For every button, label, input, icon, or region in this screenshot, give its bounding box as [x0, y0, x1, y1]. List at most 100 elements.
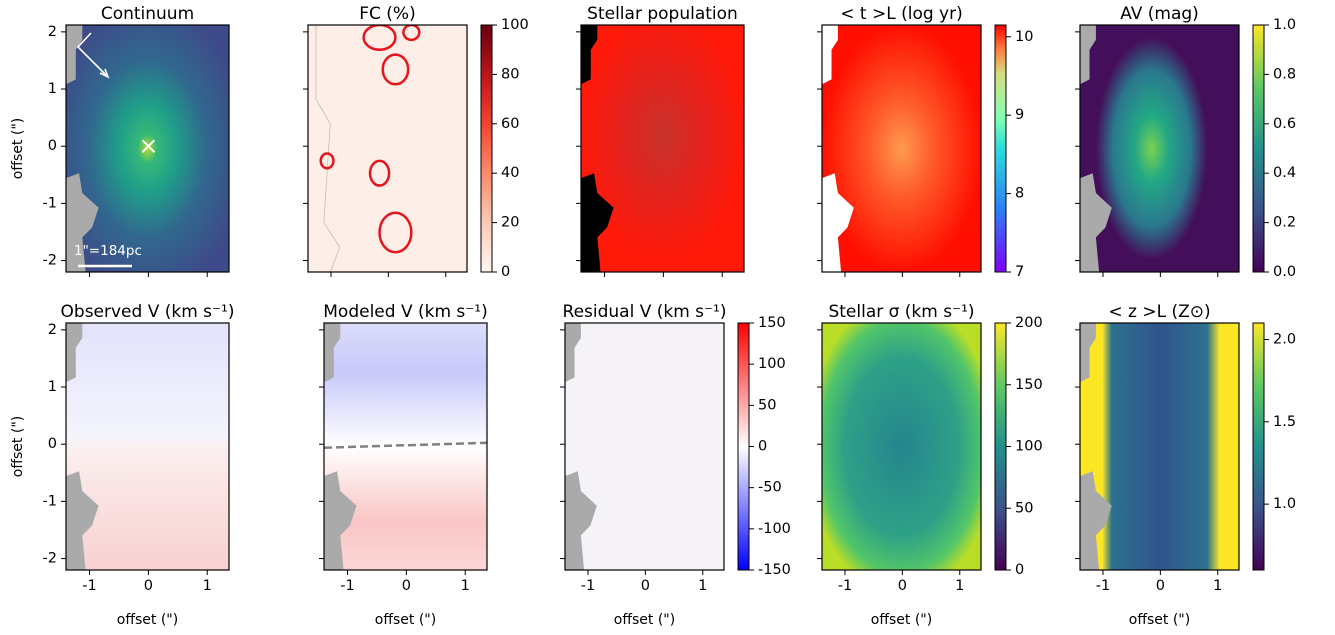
- panel-title: Observed V (km s⁻¹): [61, 302, 235, 322]
- colorbar-tick-label: 50: [1015, 500, 1033, 516]
- colorbar: [737, 322, 750, 571]
- axes-frame: [65, 24, 230, 273]
- map: [324, 323, 487, 570]
- panel: < t >L (log yr) 7 8 9 10: [817, 4, 1033, 280]
- masked-region: [1080, 25, 1096, 85]
- y-axis-label: offset ("): [10, 416, 26, 477]
- panel: -1 0 1 Stellar σ (km s⁻¹) offset (") 0 50 100 15…: [817, 302, 1043, 628]
- colorbar-tick-label: 150: [758, 315, 786, 331]
- panel-title: Stellar σ (km s⁻¹): [828, 302, 974, 322]
- map: [1080, 323, 1239, 570]
- x-tick-label: 0: [898, 578, 907, 594]
- masked-region: [66, 173, 99, 272]
- masked-region: [565, 471, 597, 570]
- x-tick-label: 0: [402, 578, 411, 594]
- colorbar-tick-label: 7: [1015, 264, 1024, 280]
- masked-region: [1080, 173, 1112, 272]
- axes-frame: [307, 24, 468, 273]
- axes-frame: [580, 24, 745, 273]
- colorbar-tick-label: 0.0: [1273, 264, 1296, 280]
- y-tick-label: 0: [48, 436, 57, 452]
- y-tick-label: 1: [48, 81, 57, 97]
- masked-edge: [315, 25, 341, 272]
- colorbar-tick-label: 1.0: [1273, 496, 1296, 512]
- masked-region: [822, 173, 854, 272]
- colorbar-tick-label: -100: [758, 521, 791, 537]
- colorbar: [994, 24, 1007, 273]
- center-marker: [141, 139, 156, 153]
- panel-title: Stellar population: [587, 4, 738, 24]
- image: [66, 323, 229, 570]
- image: [581, 25, 744, 272]
- x-tick-label: -1: [838, 578, 852, 594]
- colorbar-tick-label: 10: [1015, 29, 1033, 45]
- masked-region: [1080, 323, 1096, 383]
- x-tick-label: -1: [1096, 578, 1110, 594]
- x-tick-label: 1: [1213, 578, 1222, 594]
- x-tick-label: -1: [581, 578, 595, 594]
- panel: -1 0 1 Residual V (km s⁻¹) offset (") -150 -10…: [560, 302, 791, 628]
- map: [565, 323, 724, 570]
- panel-title: AV (mag): [1120, 4, 1199, 24]
- masked-region: [66, 323, 83, 383]
- masked-region: [581, 25, 598, 85]
- colorbar-tick-label: -150: [758, 562, 791, 578]
- map: [1080, 25, 1239, 272]
- colorbar-tick-label: -50: [758, 480, 782, 496]
- colorbar-tick-label: 150: [1015, 377, 1043, 393]
- colorbar-tick-label: 0: [1015, 562, 1024, 578]
- colorbar-tick-label: 60: [501, 116, 519, 132]
- colorbar-tick-label: 80: [501, 66, 519, 82]
- y-axis-label: offset ("): [10, 118, 26, 179]
- x-tick-label: 0: [1156, 578, 1165, 594]
- map: [581, 25, 744, 272]
- image: [308, 25, 467, 272]
- colorbar: [480, 24, 493, 273]
- panel-title: Residual V (km s⁻¹): [563, 302, 727, 322]
- x-axis-label: offset ("): [375, 612, 436, 628]
- colorbar-tick-label: 100: [501, 17, 529, 33]
- colorbar-tick-label: 1.0: [1273, 17, 1296, 33]
- panel: Stellar population: [576, 4, 745, 277]
- map: [822, 25, 981, 272]
- y-tick-label: -2: [43, 551, 57, 567]
- colorbar: [994, 322, 1007, 571]
- y-tick-label: 1: [48, 379, 57, 395]
- axes-frame: [1079, 24, 1240, 273]
- image: [565, 323, 724, 570]
- colorbar-tick-label: 0.8: [1273, 66, 1296, 82]
- contour: [319, 152, 335, 170]
- panel: -1 0 1 Modeled V (km s⁻¹) offset ("): [319, 302, 488, 628]
- map: [66, 25, 229, 272]
- colorbar-tick-label: 20: [501, 215, 519, 231]
- x-tick-label: -1: [82, 578, 96, 594]
- image: [822, 25, 981, 272]
- y-tick-label: -2: [43, 253, 57, 269]
- panel-title: < t >L (log yr): [840, 4, 962, 24]
- y-tick-label: -1: [43, 195, 57, 211]
- masked-region: [66, 471, 99, 570]
- contour: [378, 211, 413, 254]
- image: [1080, 323, 1239, 570]
- contour: [368, 159, 391, 187]
- image-core: [1095, 37, 1208, 260]
- image: [822, 323, 981, 570]
- masked-region: [324, 471, 357, 570]
- x-tick-label: 1: [203, 578, 212, 594]
- colorbar-tick-label: 0: [501, 264, 510, 280]
- map: [822, 323, 981, 570]
- axes-frame: [65, 322, 230, 571]
- colorbar-tick-label: 40: [501, 165, 519, 181]
- axes-frame: [564, 322, 725, 571]
- map: [66, 323, 229, 570]
- colorbar-tick-label: 1.5: [1273, 414, 1296, 430]
- x-tick-label: 1: [698, 578, 707, 594]
- masked-region: [565, 323, 581, 383]
- x-tick-label: 1: [461, 578, 470, 594]
- x-tick-label: 0: [641, 578, 650, 594]
- panel: 1"=184pc -2 -1 0 1 2 Continuum offset ("): [10, 4, 230, 277]
- colorbar-tick-label: 2.0: [1273, 331, 1296, 347]
- colorbar-tick-label: 200: [1015, 315, 1043, 331]
- annotation: 1"=184pc: [74, 243, 142, 259]
